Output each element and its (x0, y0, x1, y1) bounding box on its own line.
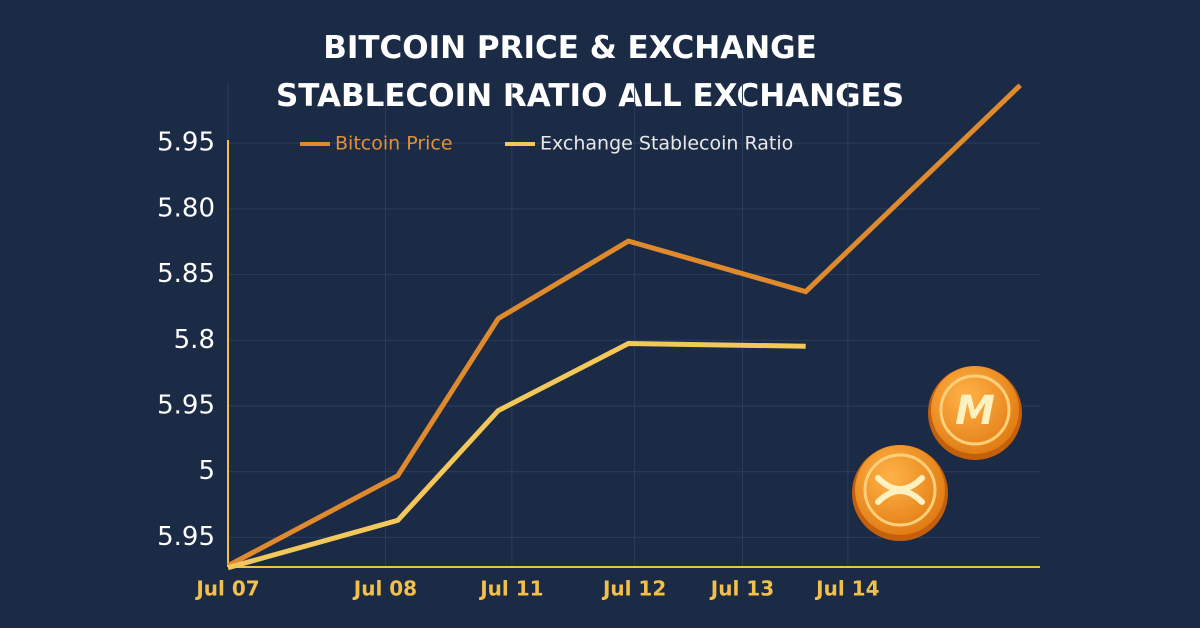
y-tick-label: 5.80 (157, 193, 215, 223)
data-line (226, 83, 1022, 568)
coin-icon: M (928, 366, 1022, 460)
chart-title: STABLECOIN RATIO ALL EXCHANGES (276, 78, 904, 114)
y-tick-label: 5.95 (157, 391, 215, 421)
x-tick-label: Jul 08 (352, 577, 417, 601)
x-tick-label: Jul 12 (601, 577, 666, 601)
y-tick-label: 5.95 (157, 128, 215, 158)
coin-icon (852, 445, 948, 541)
y-tick-label: 5.8 (174, 325, 215, 355)
plot-area: 5.95 5.80 5.85 5.8 5.95 5 5.95 Jul 07 Jul 08 Jul … (157, 83, 1040, 601)
y-tick-label: 5 (198, 456, 215, 486)
x-tick-label: Jul 11 (478, 577, 543, 601)
legend-label: Exchange Stablecoin Ratio (540, 133, 793, 155)
y-tick-label: 5.85 (157, 259, 215, 289)
x-tick-label: Jul 14 (814, 577, 879, 601)
chart-title: BITCOIN PRICE & EXCHANGE (323, 30, 817, 66)
x-tick-label: Jul 13 (709, 577, 774, 601)
legend-label: Bitcoin Price (335, 133, 453, 155)
svg-text:M: M (955, 388, 995, 434)
x-tick-label: Jul 07 (194, 577, 259, 601)
y-tick-label: 5.95 (157, 522, 215, 552)
data-line (227, 341, 806, 571)
